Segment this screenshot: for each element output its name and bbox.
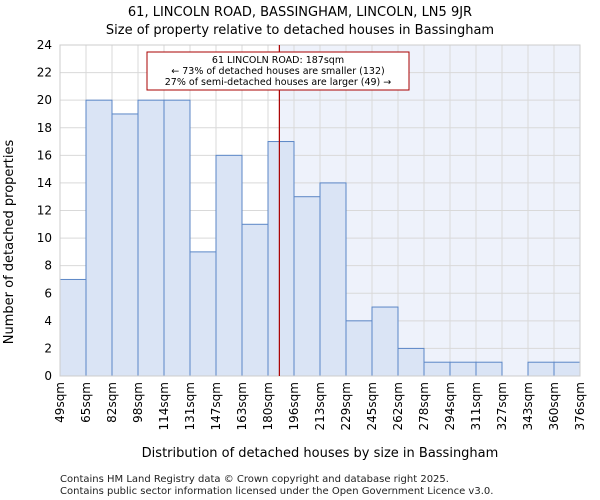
x-tick-label: 65sqm: [79, 382, 93, 423]
bar: [371, 306, 399, 377]
y-tick-label: 0: [44, 369, 52, 383]
bar: [553, 361, 581, 377]
y-tick-label: 4: [44, 314, 52, 328]
y-tick-label: 20: [37, 93, 52, 107]
bar: [345, 320, 373, 377]
x-tick-label: 245sqm: [365, 382, 379, 430]
y-tick-label: 12: [37, 204, 52, 218]
bar: [163, 99, 191, 377]
bar: [449, 361, 477, 377]
bar: [189, 251, 217, 377]
bar: [137, 99, 165, 377]
chart-title: 61, LINCOLN ROAD, BASSINGHAM, LINCOLN, L…: [128, 5, 472, 20]
bar: [527, 361, 555, 377]
y-tick-label: 10: [37, 231, 52, 245]
plot-frame: [59, 44, 581, 377]
bar: [85, 99, 113, 377]
bar: [397, 347, 425, 377]
x-tick-label: 147sqm: [209, 382, 223, 430]
x-tick-label: 327sqm: [495, 382, 509, 430]
bar: [423, 361, 451, 377]
y-tick-label: 24: [37, 38, 52, 52]
x-tick-label: 196sqm: [287, 382, 301, 430]
footer-line-2: Contains public sector information licen…: [60, 486, 493, 497]
y-tick-label: 16: [37, 148, 52, 162]
annotation-line-1: 61 LINCOLN ROAD: 187sqm: [212, 55, 344, 66]
y-tick-label: 2: [44, 341, 52, 355]
x-tick-label: 114sqm: [157, 382, 171, 430]
y-tick-label: 6: [44, 286, 52, 300]
x-tick-label: 376sqm: [573, 382, 587, 430]
x-tick-label: 49sqm: [53, 382, 67, 423]
x-tick-label: 294sqm: [443, 382, 457, 430]
x-tick-label: 360sqm: [547, 382, 561, 430]
x-tick-label: 180sqm: [261, 382, 275, 430]
annotation-line-2: ← 73% of detached houses are smaller (13…: [171, 66, 384, 77]
y-tick-label: 14: [37, 176, 52, 190]
x-tick-label: 343sqm: [521, 382, 535, 430]
bar: [241, 223, 269, 377]
x-tick-label: 163sqm: [235, 382, 249, 430]
y-tick-label: 8: [44, 259, 52, 273]
x-tick-label: 278sqm: [417, 382, 431, 430]
x-tick-label: 262sqm: [391, 382, 405, 430]
x-tick-label: 98sqm: [131, 382, 145, 423]
y-tick-label: 18: [37, 121, 52, 135]
y-tick-label: 22: [37, 66, 52, 80]
x-tick-label: 131sqm: [183, 382, 197, 430]
annotation-line-3: 27% of semi-detached houses are larger (…: [165, 77, 392, 88]
annotation-box: [146, 51, 410, 91]
x-axis-label: Distribution of detached houses by size …: [142, 446, 499, 461]
footer-line-1: Contains HM Land Registry data © Crown c…: [60, 474, 449, 485]
bar: [319, 182, 347, 377]
bar: [475, 361, 503, 377]
bar: [215, 154, 243, 377]
bar: [59, 278, 87, 377]
y-axis-label: Number of detached properties: [2, 140, 17, 345]
chart-subtitle: Size of property relative to detached ho…: [106, 23, 494, 38]
bar: [293, 196, 321, 377]
x-tick-label: 311sqm: [469, 382, 483, 430]
x-tick-label: 82sqm: [105, 382, 119, 423]
bar: [111, 113, 139, 377]
bar: [267, 141, 295, 377]
x-tick-label: 213sqm: [313, 382, 327, 430]
x-tick-label: 229sqm: [339, 382, 353, 430]
